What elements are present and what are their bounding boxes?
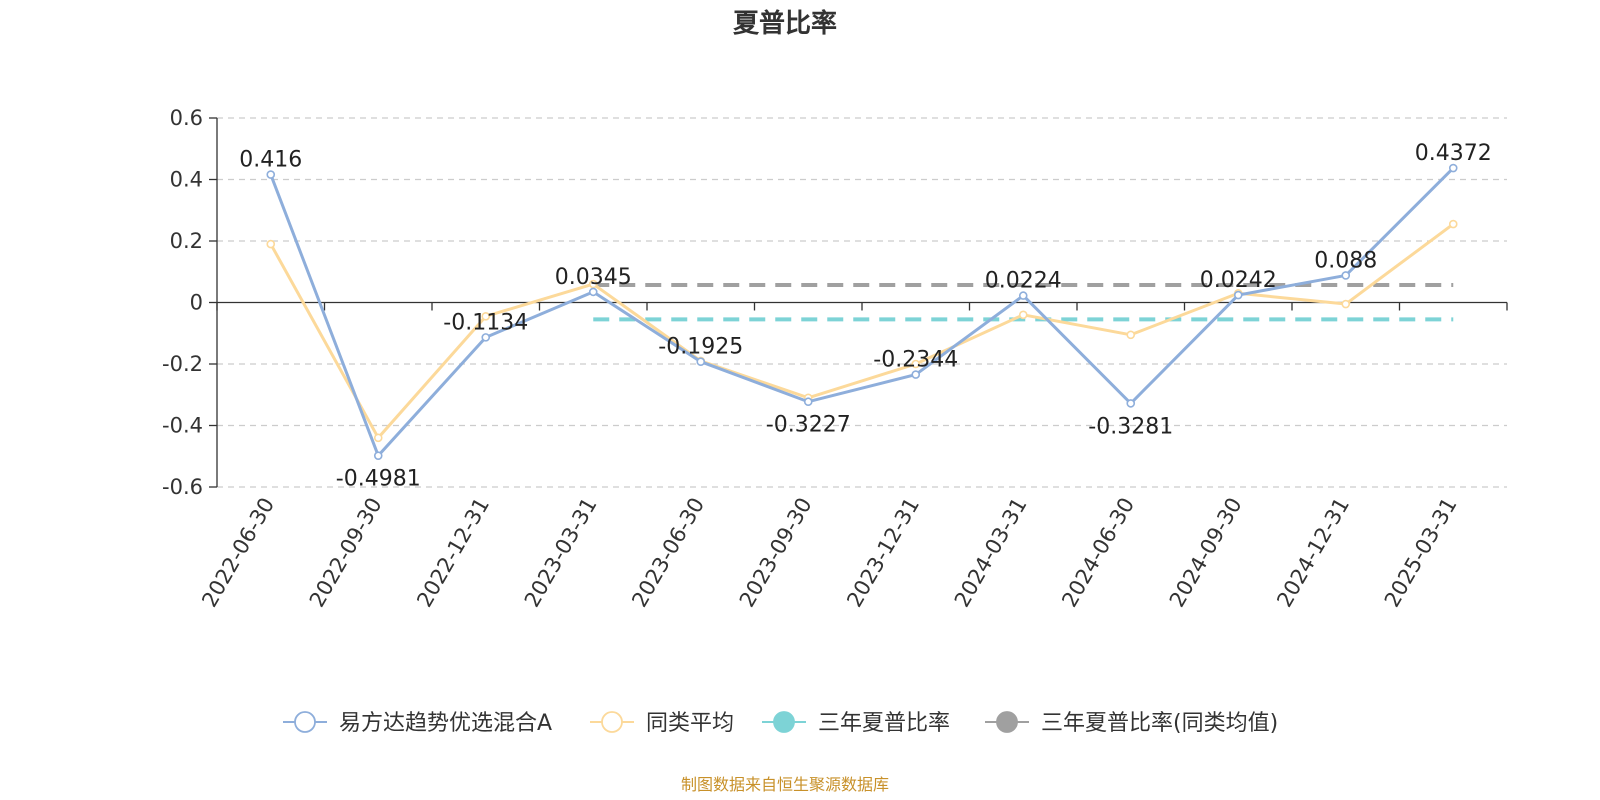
legend-label: 易方达趋势优选混合A bbox=[339, 711, 552, 736]
x-tick-label: 2024-03-31 bbox=[950, 494, 1032, 612]
x-tick-label: 2023-03-31 bbox=[520, 494, 602, 612]
y-tick-label: 0 bbox=[190, 291, 203, 315]
legend-label: 三年夏普比率(同类均值) bbox=[1041, 711, 1278, 736]
data-point bbox=[373, 433, 383, 443]
data-label: -0.2344 bbox=[873, 348, 958, 373]
legend: 易方达趋势优选混合A 同类平均 三年夏普比率 三年夏普比率(同类均值) bbox=[283, 711, 1278, 736]
data-point bbox=[1341, 271, 1351, 280]
series-line bbox=[269, 166, 1455, 458]
data-labels: 0.416 -0.4981 -0.1134 0.0345 -0.1925 -0.3227 -… bbox=[239, 141, 1491, 492]
x-tick-label: 2025-03-31 bbox=[1380, 494, 1462, 612]
x-tick-label: 2023-06-30 bbox=[627, 494, 709, 612]
data-point bbox=[588, 287, 598, 297]
data-point bbox=[481, 333, 491, 342]
data-label: 0.088 bbox=[1314, 248, 1377, 273]
legend-marker-icon bbox=[773, 711, 795, 733]
x-tick-label: 2024-12-31 bbox=[1272, 494, 1354, 612]
data-label: -0.1925 bbox=[658, 335, 743, 360]
data-point bbox=[1448, 163, 1458, 173]
y-tick-label: -0.6 bbox=[162, 475, 203, 499]
data-label: 0.4372 bbox=[1415, 141, 1492, 166]
source-note: 制图数据来自恒生聚源数据库 bbox=[681, 775, 889, 794]
x-tick-label: 2023-09-30 bbox=[735, 494, 817, 612]
data-label: 0.0242 bbox=[1200, 268, 1277, 293]
x-tick-label: 2022-06-30 bbox=[197, 494, 279, 612]
legend-label: 同类平均 bbox=[646, 711, 734, 736]
x-tick-label: 2022-09-30 bbox=[305, 494, 387, 612]
data-point bbox=[1448, 219, 1458, 229]
data-point bbox=[588, 279, 598, 289]
data-label: -0.3281 bbox=[1088, 414, 1173, 439]
series-line bbox=[269, 222, 1455, 440]
series-lines bbox=[266, 163, 1458, 460]
y-tick-label: -0.4 bbox=[162, 414, 203, 438]
x-axis-ticks: 2022-06-30 2022-09-30 2022-12-31 2023-03-31… bbox=[197, 302, 1508, 612]
data-label: -0.3227 bbox=[766, 413, 851, 438]
x-tick-label: 2022-12-31 bbox=[412, 494, 494, 612]
y-tick-label: 0.6 bbox=[170, 106, 203, 130]
x-tick-label: 2024-06-30 bbox=[1057, 494, 1139, 612]
data-point bbox=[266, 239, 276, 249]
data-point bbox=[1018, 291, 1028, 300]
data-point bbox=[911, 359, 921, 369]
data-point bbox=[911, 370, 921, 379]
data-point bbox=[1126, 330, 1136, 340]
data-label: -0.4981 bbox=[336, 467, 421, 492]
legend-marker-icon bbox=[294, 711, 316, 733]
y-axis-ticks: 0.6 0.4 0.2 0 -0.2 -0.4 -0.6 bbox=[162, 106, 217, 499]
grid-lines bbox=[217, 117, 1507, 488]
data-point bbox=[266, 170, 276, 179]
y-tick-label: -0.2 bbox=[162, 352, 203, 376]
legend-marker-icon bbox=[601, 711, 623, 733]
x-tick-label: 2023-12-31 bbox=[842, 494, 924, 612]
data-point bbox=[481, 312, 491, 321]
data-point bbox=[373, 451, 383, 460]
data-label: 0.0345 bbox=[555, 265, 632, 290]
data-point bbox=[696, 357, 706, 366]
data-point bbox=[803, 397, 813, 407]
data-point bbox=[1233, 290, 1243, 300]
legend-marker-icon bbox=[996, 711, 1018, 733]
data-label: 0.416 bbox=[239, 148, 302, 173]
data-point bbox=[1126, 399, 1136, 408]
x-tick-label: 2024-09-30 bbox=[1165, 494, 1247, 612]
y-tick-label: 0.2 bbox=[170, 229, 203, 253]
data-label: 0.0224 bbox=[985, 269, 1062, 294]
legend-label: 三年夏普比率 bbox=[818, 711, 950, 736]
chart-title: 夏普比率 bbox=[733, 8, 837, 39]
reference-lines bbox=[593, 282, 1454, 322]
y-tick-label: 0.4 bbox=[170, 168, 203, 192]
data-point bbox=[1341, 299, 1351, 309]
data-point bbox=[1018, 310, 1028, 320]
data-label: -0.1134 bbox=[443, 310, 528, 335]
